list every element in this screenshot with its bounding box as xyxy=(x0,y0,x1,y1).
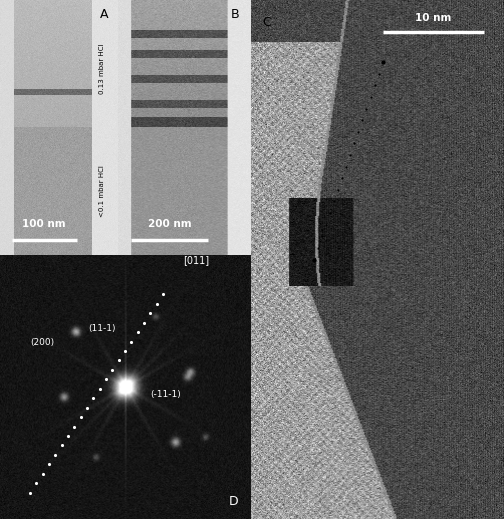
Text: 200 nm: 200 nm xyxy=(148,220,192,229)
Text: D: D xyxy=(229,496,238,509)
Text: 10 nm: 10 nm xyxy=(415,13,452,23)
Text: (11-1): (11-1) xyxy=(88,324,115,333)
Text: [011]: [011] xyxy=(183,255,209,265)
Text: 100 nm: 100 nm xyxy=(22,220,66,229)
Text: A: A xyxy=(99,8,108,21)
Text: C: C xyxy=(262,16,271,29)
Text: <0.1 mbar HCl: <0.1 mbar HCl xyxy=(99,165,105,217)
Text: 0.13 mbar HCl: 0.13 mbar HCl xyxy=(99,44,105,94)
Text: B: B xyxy=(231,8,239,21)
Text: (-11-1): (-11-1) xyxy=(151,390,181,399)
Text: (200): (200) xyxy=(30,337,54,347)
